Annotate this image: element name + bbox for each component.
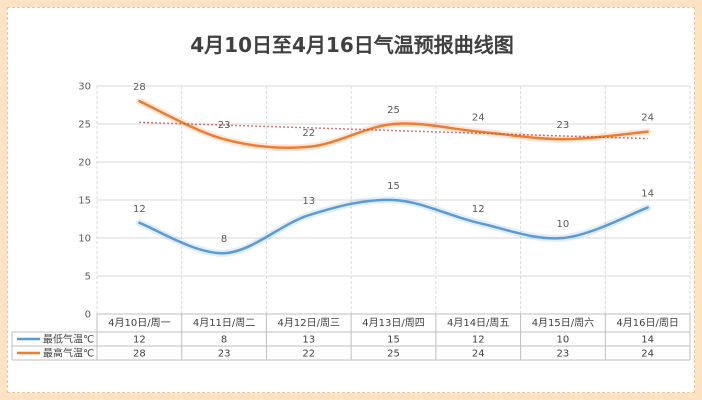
- chart-title: 4月10日至4月16日气温预报曲线图: [190, 33, 514, 57]
- table-cell: 24: [641, 349, 654, 360]
- series-line: [138, 99, 649, 149]
- x-tick-label: 4月16日/周日: [616, 317, 678, 329]
- data-label: 14: [641, 189, 654, 200]
- table-cell: 25: [387, 349, 400, 360]
- data-label: 12: [472, 204, 485, 215]
- series-glow: [135, 196, 652, 257]
- data-label: 10: [557, 219, 570, 230]
- y-tick-label: 25: [78, 120, 91, 131]
- y-tick-label: 20: [78, 158, 91, 169]
- table-cell: 10: [557, 335, 570, 346]
- data-label: 13: [302, 196, 315, 207]
- y-tick-label: 30: [78, 82, 91, 93]
- data-table: 4月10日/周一 4月11日/周二 4月12日/周三 4月13日/周四 4月14日/周五…: [11, 313, 691, 361]
- table-cell: 12: [472, 335, 485, 346]
- legend-label: 最高气温℃: [43, 347, 94, 360]
- table-cell: 13: [302, 335, 315, 346]
- data-label: 22: [302, 128, 315, 139]
- data-label: 24: [641, 113, 654, 124]
- y-axis: 0 5 10 15 20 25 30: [78, 82, 91, 321]
- legend-label: 最低气温℃: [43, 333, 94, 346]
- x-tick-label: 4月14日/周五: [447, 317, 509, 329]
- x-tick-label: 4月11日/周二: [193, 317, 255, 329]
- y-tick-label: 15: [78, 196, 91, 207]
- data-label: 15: [387, 181, 400, 192]
- data-label: 23: [218, 120, 231, 131]
- y-tick-label: 10: [78, 234, 91, 245]
- table-cell: 24: [472, 349, 485, 360]
- data-label: 28: [133, 82, 146, 93]
- x-tick-label: 4月15日/周六: [532, 317, 594, 329]
- table-cell: 22: [302, 349, 315, 360]
- trendline: [139, 121, 648, 140]
- table-cell: 23: [557, 349, 570, 360]
- table-cell: 28: [133, 349, 146, 360]
- data-label: 8: [221, 234, 227, 245]
- x-tick-label: 4月10日/周一: [108, 317, 170, 329]
- x-tick-label: 4月13日/周四: [362, 317, 424, 329]
- table-cell: 23: [218, 349, 231, 360]
- data-label: 25: [387, 105, 400, 116]
- data-label: 12: [133, 204, 146, 215]
- table-cell: 14: [641, 335, 654, 346]
- y-tick-label: 5: [85, 272, 91, 283]
- table-cell: 12: [133, 335, 146, 346]
- series-line: [138, 198, 649, 255]
- x-tick-label: 4月12日/周三: [278, 317, 340, 329]
- data-label: 24: [472, 113, 485, 124]
- y-tick-label: 0: [85, 310, 91, 321]
- series-lines: [135, 97, 652, 257]
- data-labels: 12 8 13 15 12 10 14 28 23 22 25 24 23 24: [133, 82, 654, 245]
- table-cell: 8: [221, 335, 227, 346]
- data-label: 23: [557, 120, 570, 131]
- table-cell: 15: [387, 335, 400, 346]
